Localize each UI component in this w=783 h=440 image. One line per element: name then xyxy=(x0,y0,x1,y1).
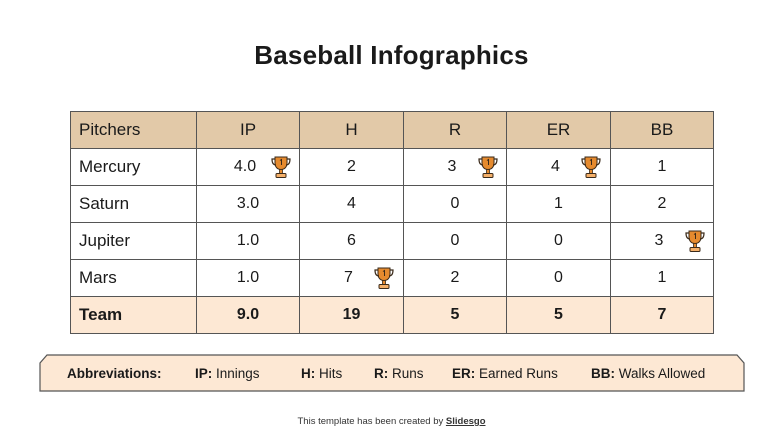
cell-value: 1 xyxy=(554,195,563,212)
cell-value: 2 xyxy=(347,158,356,175)
cell-value: 4 xyxy=(347,195,356,212)
cell-value: 4.0 xyxy=(233,158,257,175)
abbr-r: R: Runs xyxy=(374,365,424,381)
cell-h: 7 xyxy=(299,259,404,297)
cell-ip: 3.0 xyxy=(196,185,300,223)
trophy-icon xyxy=(683,228,707,254)
header-r: R xyxy=(403,111,507,149)
cell-value: 4 xyxy=(551,158,560,175)
cell-h: 2 xyxy=(299,148,404,186)
pitcher-name: Jupiter xyxy=(70,222,197,260)
team-label: Team xyxy=(70,296,197,334)
cell-bb: 1 xyxy=(610,148,714,186)
pitcher-name: Mercury xyxy=(70,148,197,186)
team-r: 5 xyxy=(403,296,507,334)
footer-brand-link[interactable]: Slidesgo xyxy=(445,416,486,427)
trophy-icon xyxy=(476,154,500,180)
cell-value: 3 xyxy=(447,158,457,175)
page-title: Baseball Infographics xyxy=(254,40,529,70)
abbr-bb: BB: Walks Allowed xyxy=(591,365,706,381)
cell-value: 1 xyxy=(657,269,667,286)
cell-value: 0 xyxy=(554,232,563,249)
table-row: Saturn 3.0 4 0 1 2 xyxy=(70,185,714,223)
cell-value: 1 xyxy=(657,158,667,175)
cell-value: 6 xyxy=(347,232,356,249)
cell-value: 2 xyxy=(450,269,460,286)
cell-value: 1.0 xyxy=(236,232,260,249)
cell-r: 0 xyxy=(403,222,507,260)
header-er: ER xyxy=(506,111,611,149)
cell-value: 2 xyxy=(657,195,667,212)
header-h: H xyxy=(299,111,404,149)
footer-text: This template has been created by xyxy=(297,416,446,427)
cell-h: 4 xyxy=(299,185,404,223)
cell-bb: 2 xyxy=(610,185,714,223)
cell-value: 3 xyxy=(654,232,664,249)
footer-credit: This template has been created by Slides… xyxy=(0,416,783,427)
table-row: Jupiter 1.0 6 0 0 3 xyxy=(70,222,714,260)
table-row: Mercury 4.0 2 3 4 1 xyxy=(70,148,714,186)
cell-h: 6 xyxy=(299,222,404,260)
cell-ip: 1.0 xyxy=(196,259,300,297)
cell-r: 2 xyxy=(403,259,507,297)
cell-er: 0 xyxy=(506,259,611,297)
cell-ip: 4.0 xyxy=(196,148,300,186)
cell-r: 3 xyxy=(403,148,507,186)
cell-value: 0 xyxy=(554,269,563,286)
cell-value: 0 xyxy=(450,232,460,249)
team-bb: 7 xyxy=(610,296,714,334)
cell-value: 7 xyxy=(344,269,353,286)
abbr-h: H: Hits xyxy=(301,365,343,381)
cell-bb: 1 xyxy=(610,259,714,297)
pitchers-table: Pitchers IP H R ER BB Mercury 4.0 2 3 4 1 Satu… xyxy=(70,111,714,334)
abbreviations-label: Abbreviations: xyxy=(67,365,162,381)
abbreviations-box: Abbreviations: IP: Innings H: Hits R: Ru… xyxy=(39,354,745,392)
team-total-row: Team 9.0 19 5 5 7 xyxy=(70,296,714,334)
header-pitchers: Pitchers xyxy=(70,111,197,149)
pitcher-name: Mars xyxy=(70,259,197,297)
trophy-icon xyxy=(579,154,603,180)
cell-bb: 3 xyxy=(610,222,714,260)
trophy-icon xyxy=(269,154,293,180)
header-ip: IP xyxy=(196,111,300,149)
cell-er: 4 xyxy=(506,148,611,186)
cell-r: 0 xyxy=(403,185,507,223)
cell-ip: 1.0 xyxy=(196,222,300,260)
team-ip: 9.0 xyxy=(196,296,300,334)
team-h: 19 xyxy=(299,296,404,334)
table-row: Mars 1.0 7 2 0 1 xyxy=(70,259,714,297)
table-header-row: Pitchers IP H R ER BB xyxy=(70,111,714,149)
team-er: 5 xyxy=(506,296,611,334)
abbreviations-frame xyxy=(39,354,745,392)
cell-value: 0 xyxy=(450,195,460,212)
cell-er: 0 xyxy=(506,222,611,260)
trophy-icon xyxy=(372,265,396,291)
header-bb: BB xyxy=(610,111,714,149)
cell-value: 1.0 xyxy=(236,269,260,286)
cell-value: 3.0 xyxy=(236,195,260,212)
abbr-er: ER: Earned Runs xyxy=(452,365,558,381)
pitcher-name: Saturn xyxy=(70,185,197,223)
cell-er: 1 xyxy=(506,185,611,223)
abbr-ip: IP: Innings xyxy=(195,365,260,381)
